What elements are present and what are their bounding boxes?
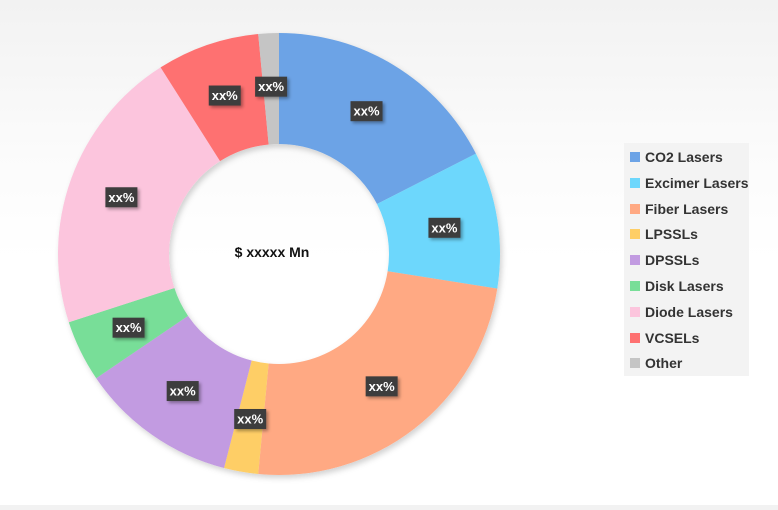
legend-label: Disk Lasers [645, 278, 724, 294]
data-label-dpssls: xx% [166, 381, 199, 402]
slice-diode-lasers [57, 67, 221, 323]
data-label-box [365, 376, 398, 397]
data-label-box [208, 85, 241, 106]
legend-label: CO2 Lasers [645, 149, 723, 165]
legend-item-other: Other [630, 353, 682, 373]
data-labels: xx% xx% xx% xx% xx% xx% xx% xx% xx% [105, 76, 461, 430]
legend-label: LPSSLs [645, 226, 698, 243]
legend-label: Diode Lasers [645, 303, 733, 320]
data-label-diode-lasers: xx% [105, 187, 138, 208]
center-total-label: $ xxxxx Mn [235, 244, 310, 260]
legend-item-fiber-lasers: Fiber Lasers [630, 199, 728, 219]
legend-item-excimer-lasers: Excimer Lasers [630, 173, 749, 193]
data-label-fiber-lasers: xx% [365, 376, 398, 397]
legend-label: VCSELs [645, 329, 700, 346]
legend-swatch [630, 306, 640, 317]
legend-item-disk-lasers: Disk Lasers [630, 276, 724, 296]
legend-swatch [630, 177, 640, 188]
data-label-box [255, 76, 288, 97]
data-label-box [428, 217, 461, 238]
data-label-box [105, 187, 138, 208]
legend-label: Fiber Lasers [645, 200, 729, 217]
legend-item-diode-lasers: Diode Lasers [630, 302, 733, 322]
data-label-co2-lasers: xx% [350, 101, 383, 122]
data-label-box [166, 381, 199, 402]
data-label-box [234, 409, 267, 430]
legend-swatch [630, 332, 640, 343]
data-label-text: xx% [108, 190, 134, 205]
data-label-text: xx% [212, 88, 238, 103]
legend-item-lpssls: LPSSLs [630, 224, 698, 244]
data-label-text: xx% [431, 220, 457, 235]
legend-swatch [630, 281, 640, 291]
data-label-disk-lasers: xx% [112, 317, 145, 338]
data-label-other: xx% [255, 76, 288, 97]
data-label-text: xx% [354, 104, 380, 119]
data-label-vcsels: xx% [208, 85, 241, 106]
legend-label: Other [645, 355, 683, 372]
legend-swatch [630, 152, 640, 162]
legend-swatch [630, 203, 640, 214]
legend-label: Excimer Lasers [645, 174, 749, 191]
data-label-box [112, 317, 145, 338]
data-label-text: xx% [258, 79, 284, 94]
data-label-text: xx% [369, 379, 395, 394]
data-label-excimer-lasers: xx% [428, 217, 461, 238]
data-label-lpssls: xx% [234, 409, 267, 430]
data-label-text: xx% [170, 384, 196, 399]
slice-fiber-lasers [258, 271, 498, 475]
data-label-text: xx% [116, 320, 142, 335]
legend-item-vcsels: VCSELs [630, 328, 699, 348]
data-label-box [350, 101, 383, 122]
legend-swatch [630, 229, 640, 240]
legend-swatch [630, 255, 640, 266]
legend-swatch [630, 358, 640, 369]
legend-label: DPSSLs [645, 252, 700, 269]
data-label-text: xx% [237, 412, 263, 427]
legend-item-co2-lasers: CO2 Lasers [630, 147, 723, 167]
legend-item-dpssls: DPSSLs [630, 250, 699, 270]
legend: CO2 Lasers Excimer Lasers Fiber Lasers LPSS… [624, 143, 749, 376]
